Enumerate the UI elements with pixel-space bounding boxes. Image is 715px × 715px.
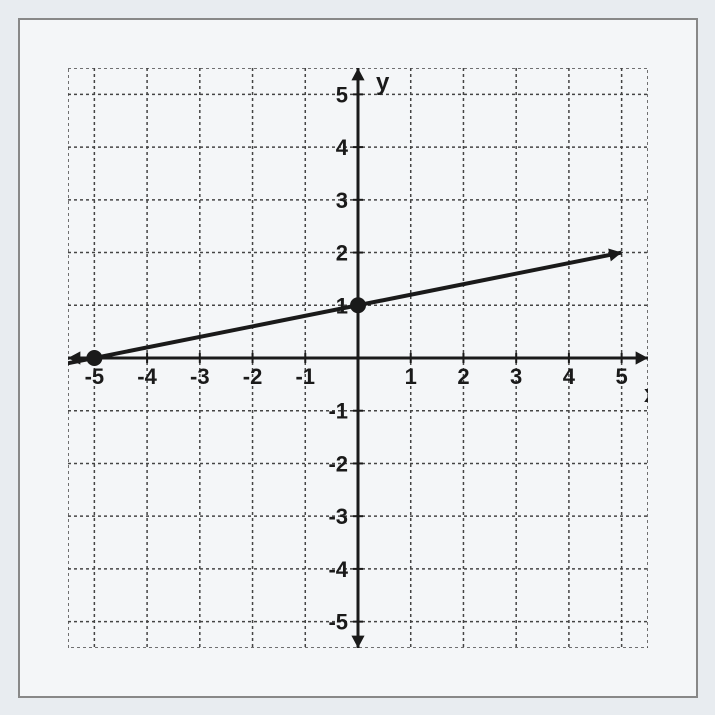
svg-text:5: 5 <box>615 364 627 389</box>
chart-frame: -5 -4 -3 -2 -1 1 2 3 4 5 5 4 3 2 1 -1 -2 -3 -4 -5 y x <box>18 18 698 698</box>
y-axis-label: y <box>376 69 390 96</box>
svg-text:4: 4 <box>562 364 575 389</box>
svg-text:-3: -3 <box>328 504 348 529</box>
svg-text:-4: -4 <box>328 556 348 581</box>
svg-text:-4: -4 <box>137 364 157 389</box>
svg-text:-1: -1 <box>328 398 348 423</box>
svg-text:3: 3 <box>510 364 522 389</box>
svg-text:-2: -2 <box>242 364 262 389</box>
svg-text:5: 5 <box>335 82 347 107</box>
svg-text:-2: -2 <box>328 451 348 476</box>
x-axis-label: x <box>644 381 648 408</box>
svg-text:2: 2 <box>457 364 469 389</box>
svg-text:4: 4 <box>335 135 348 160</box>
svg-text:-1: -1 <box>295 364 315 389</box>
svg-text:-5: -5 <box>328 609 348 634</box>
svg-text:1: 1 <box>404 364 416 389</box>
svg-text:2: 2 <box>335 240 347 265</box>
svg-text:1: 1 <box>335 293 347 318</box>
svg-text:3: 3 <box>335 187 347 212</box>
coordinate-plane: -5 -4 -3 -2 -1 1 2 3 4 5 5 4 3 2 1 -1 -2 -3 -4 -5 y x <box>68 68 648 648</box>
svg-text:-5: -5 <box>84 364 104 389</box>
svg-text:-3: -3 <box>190 364 210 389</box>
graph-area: -5 -4 -3 -2 -1 1 2 3 4 5 5 4 3 2 1 -1 -2 -3 -4 -5 y x <box>68 68 648 648</box>
